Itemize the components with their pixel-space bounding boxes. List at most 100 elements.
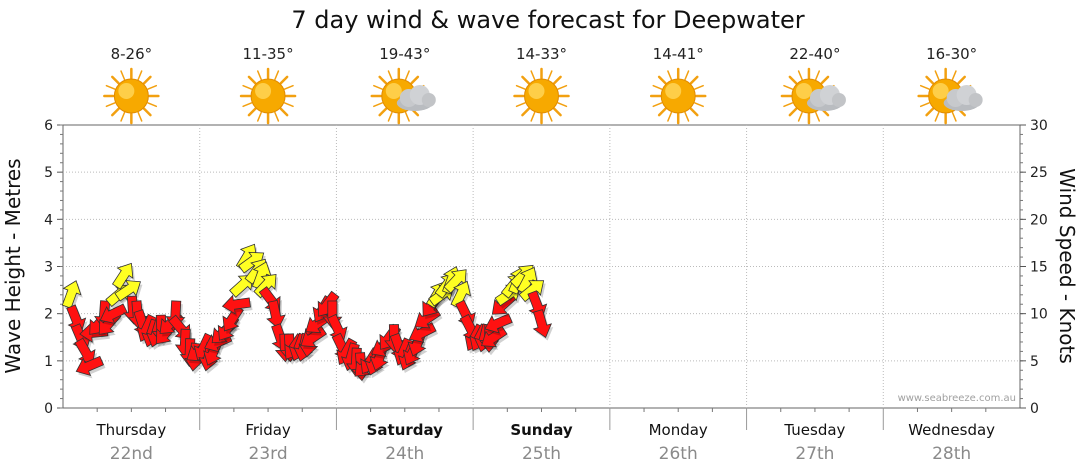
day-date-label: 24th [385, 444, 424, 464]
sun-icon [513, 67, 570, 125]
temperature-label: 14-33° [516, 45, 567, 63]
sun-ray [951, 111, 957, 122]
sun-ray [147, 84, 158, 90]
sun-ray [934, 111, 940, 122]
sun-ray [283, 84, 294, 90]
day-name-label: Saturday [367, 421, 444, 439]
sun-ray [667, 70, 673, 81]
sun-ray [925, 107, 935, 117]
sun-cloud-icon [370, 67, 436, 125]
right-axis-title: Wind Speed - Knots [1055, 168, 1079, 364]
temperature-label: 11-35° [243, 45, 294, 63]
sun-ray [256, 111, 262, 122]
wind-arrow [114, 280, 141, 302]
sun-ray [142, 75, 152, 85]
sun-ray [652, 102, 663, 108]
sun-ray [783, 102, 794, 108]
sun-ray [957, 75, 966, 85]
sun-ray [689, 107, 699, 117]
sun-ray [815, 111, 821, 122]
wind-arrows [61, 243, 554, 384]
sun-ray [694, 102, 704, 108]
sun-ray [404, 111, 410, 122]
cloud-part [421, 93, 436, 107]
sun-ray [137, 111, 143, 122]
tick-label-right: 25 [1030, 165, 1048, 181]
wind-arrow [229, 274, 254, 298]
day-date-label: 28th [932, 444, 971, 464]
day-date-label: 27th [795, 444, 834, 464]
tick-label-left: 2 [44, 307, 53, 323]
sun-ray [684, 70, 690, 81]
sun-ray [105, 102, 116, 108]
sun-ray [788, 107, 798, 117]
day-date-label: 23rd [249, 444, 288, 464]
sun-highlight [118, 83, 135, 99]
wind-arrow [532, 309, 552, 339]
cloud-shape [396, 85, 436, 111]
sun-ray [515, 84, 526, 90]
tick-label-left: 3 [44, 260, 53, 276]
day-name-label: Friday [245, 421, 291, 439]
sun-ray [667, 111, 673, 122]
temperature-label: 19-43° [379, 45, 430, 63]
sun-highlight [795, 83, 812, 99]
tick-label-right: 10 [1030, 307, 1048, 323]
sun-ray [256, 70, 262, 81]
sun-ray [552, 75, 562, 85]
sun-highlight [665, 83, 682, 99]
sun-ray [934, 70, 940, 81]
temperature-label: 14-41° [653, 45, 704, 63]
tick-label-right: 30 [1030, 118, 1048, 134]
sun-ray [521, 107, 531, 117]
day-labels: Thursday 22nd Friday 23rd Saturday 24th Sunday… [95, 408, 995, 464]
left-axis-title: Wave Height - Metres [1, 158, 25, 373]
sun-ray [689, 75, 699, 85]
sun-ray [684, 111, 690, 122]
sun-ray [815, 70, 821, 81]
left-axis-ticks: 0 1 2 3 4 5 6 [44, 118, 63, 417]
sun-icon [649, 67, 707, 125]
sun-cloud-icon [780, 67, 846, 125]
sun-ray [410, 75, 420, 85]
sun-ray [530, 111, 536, 122]
sun-ray [652, 84, 663, 90]
sun-ray [242, 84, 253, 90]
sun-ray [951, 70, 957, 81]
sun-highlight [528, 83, 545, 99]
day-name-label: Thursday [95, 421, 166, 439]
wind-arrow [484, 313, 513, 334]
sun-ray [521, 75, 531, 85]
tick-label-right: 15 [1030, 260, 1048, 276]
wind-arrow [450, 280, 472, 309]
wind-arrow [74, 337, 96, 365]
sun-ray [274, 111, 280, 122]
cloud-shape [806, 85, 846, 111]
sun-ray [788, 75, 798, 85]
sun-ray [142, 107, 152, 117]
sun-ray [515, 102, 526, 108]
sun-ray [247, 75, 257, 85]
sun-ray [820, 75, 830, 85]
tick-label-left: 0 [44, 401, 53, 417]
temperature-label: 8-26° [111, 45, 153, 63]
day-date-label: 26th [659, 444, 698, 464]
sun-ray [378, 107, 388, 117]
sun-ray [404, 70, 410, 81]
sun-ray [657, 107, 667, 117]
wind-arrow [327, 313, 348, 342]
sun-highlight [385, 83, 402, 99]
chart-title: 7 day wind & wave forecast for Deepwater [291, 6, 804, 34]
sun-ray [547, 111, 553, 122]
temperature-label: 16-30° [926, 45, 977, 63]
sun-icon [103, 67, 160, 125]
sun-ray [279, 107, 289, 117]
wind-arrow [111, 262, 134, 290]
wind-arrow [481, 325, 508, 348]
credit-text: www.seabreeze.com.au [898, 393, 1016, 404]
sun-ray [105, 84, 116, 90]
cloud-part [831, 93, 846, 107]
sun-ray [147, 102, 158, 108]
day-name-label: Tuesday [783, 421, 845, 439]
